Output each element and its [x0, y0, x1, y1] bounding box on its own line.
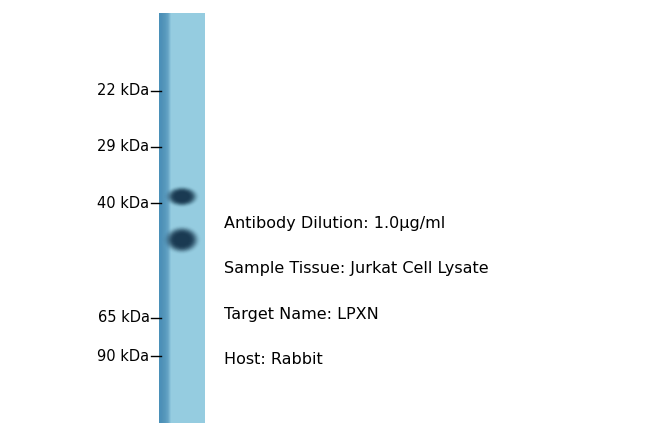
Ellipse shape	[164, 226, 200, 253]
Bar	[159, 13, 170, 423]
Ellipse shape	[172, 190, 192, 203]
Ellipse shape	[169, 230, 195, 250]
Ellipse shape	[168, 188, 196, 205]
Ellipse shape	[177, 236, 187, 244]
Ellipse shape	[171, 190, 193, 203]
Bar	[159, 13, 164, 423]
Text: Host: Rabbit: Host: Rabbit	[224, 352, 323, 367]
Bar	[159, 13, 168, 423]
Bar	[159, 13, 161, 423]
Bar	[159, 13, 169, 423]
Ellipse shape	[170, 189, 194, 204]
Bar	[159, 13, 162, 423]
Bar	[159, 13, 162, 423]
Ellipse shape	[176, 235, 188, 245]
Ellipse shape	[168, 229, 196, 251]
Bar	[159, 13, 166, 423]
Bar	[159, 13, 170, 423]
Bar	[159, 13, 165, 423]
Ellipse shape	[176, 193, 188, 200]
Text: 90 kDa: 90 kDa	[98, 349, 150, 364]
Text: Sample Tissue: Jurkat Cell Lysate: Sample Tissue: Jurkat Cell Lysate	[224, 261, 489, 276]
Ellipse shape	[166, 227, 198, 253]
Bar	[159, 13, 167, 423]
Ellipse shape	[170, 230, 194, 249]
Bar	[159, 13, 169, 423]
Ellipse shape	[174, 233, 190, 246]
Bar	[159, 13, 170, 423]
Ellipse shape	[167, 187, 197, 206]
Ellipse shape	[174, 234, 190, 245]
Bar	[159, 13, 168, 423]
Text: 22 kDa: 22 kDa	[98, 83, 150, 98]
Ellipse shape	[176, 235, 188, 244]
Ellipse shape	[169, 188, 195, 205]
Ellipse shape	[179, 195, 185, 198]
Ellipse shape	[177, 194, 187, 200]
Text: 40 kDa: 40 kDa	[98, 196, 150, 210]
Ellipse shape	[166, 228, 198, 252]
Ellipse shape	[166, 186, 198, 207]
Bar	[159, 13, 161, 423]
Bar	[159, 13, 166, 423]
Bar	[159, 13, 170, 423]
Ellipse shape	[174, 191, 190, 202]
Ellipse shape	[166, 187, 198, 206]
Bar	[159, 13, 163, 423]
Ellipse shape	[167, 229, 197, 251]
Bar	[159, 13, 164, 423]
Bar	[159, 13, 167, 423]
Ellipse shape	[173, 232, 191, 247]
Ellipse shape	[172, 191, 192, 203]
Bar	[159, 13, 161, 423]
Bar	[159, 13, 165, 423]
Bar	[159, 13, 162, 423]
Ellipse shape	[179, 238, 185, 242]
Bar	[159, 13, 164, 423]
Ellipse shape	[177, 193, 187, 200]
Ellipse shape	[175, 192, 189, 201]
Ellipse shape	[174, 191, 190, 202]
Ellipse shape	[171, 231, 193, 248]
Bar	[159, 13, 161, 423]
Bar	[159, 13, 205, 423]
Text: Antibody Dilution: 1.0µg/ml: Antibody Dilution: 1.0µg/ml	[224, 216, 445, 231]
Text: Target Name: LPXN: Target Name: LPXN	[224, 307, 379, 322]
Text: 65 kDa: 65 kDa	[98, 310, 150, 325]
Bar	[159, 13, 168, 423]
Bar	[159, 13, 166, 423]
Ellipse shape	[178, 194, 186, 199]
Bar	[159, 13, 160, 423]
Bar	[159, 13, 163, 423]
Ellipse shape	[178, 237, 186, 243]
Text: 29 kDa: 29 kDa	[98, 140, 150, 154]
Ellipse shape	[172, 232, 192, 248]
